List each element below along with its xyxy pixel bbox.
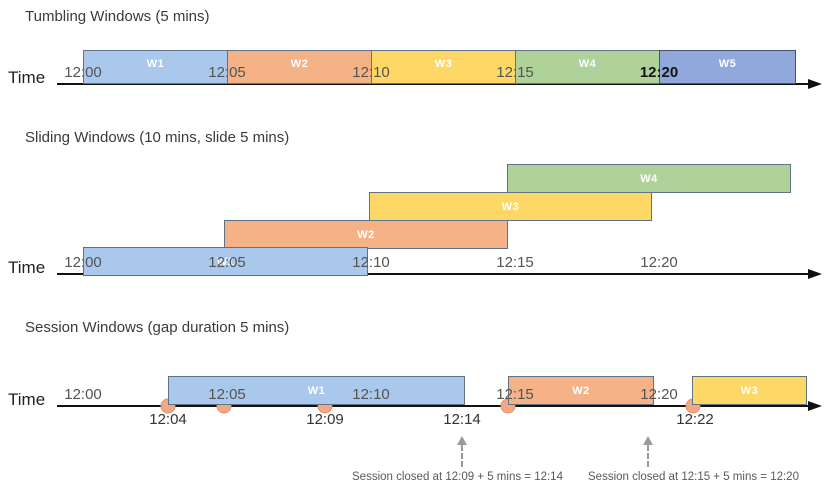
session-w1-label: W1 xyxy=(307,384,326,397)
session-close-annotation-1: Session closed at 12:09 + 5 mins = 12:14 xyxy=(352,471,563,483)
sliding-time-axis xyxy=(57,273,810,275)
session-close-arrow-1-icon xyxy=(457,436,467,467)
sliding-tick-1200: 12:00 xyxy=(64,254,102,271)
session-close-annotation-2: Session closed at 12:15 + 5 mins = 12:20 xyxy=(588,471,799,483)
tumbling-window-w3: W3 xyxy=(371,50,516,84)
sliding-window-w4: W4 xyxy=(507,164,791,193)
event-time-1204: 12:04 xyxy=(149,411,187,428)
sliding-w2-label: W2 xyxy=(357,228,375,241)
session-window-w3: W3 xyxy=(692,376,807,405)
sliding-window-w1: W1 xyxy=(83,247,368,276)
tumbling-w1-label: W1 xyxy=(146,58,165,70)
event-time-1209: 12:09 xyxy=(306,411,344,428)
tumbling-w2-label: W2 xyxy=(290,58,309,70)
session-window-w1: W1 xyxy=(168,376,465,405)
sliding-tick-1205: 12:05 xyxy=(208,254,246,271)
tumbling-axis-arrow-icon xyxy=(808,79,822,89)
tumbling-window-w1: W1 xyxy=(83,50,228,84)
sliding-tick-1220: 12:20 xyxy=(640,254,678,271)
session-close-arrow-2-icon xyxy=(643,436,653,467)
event-time-1214: 12:14 xyxy=(443,411,481,428)
tumbling-title: Tumbling Windows (5 mins) xyxy=(25,8,210,25)
session-axis-arrow-icon xyxy=(808,401,822,411)
tumbling-w5-label: W5 xyxy=(718,58,737,70)
sliding-title: Sliding Windows (10 mins, slide 5 mins) xyxy=(25,129,290,146)
sliding-time-label: Time xyxy=(8,258,46,277)
sliding-w3-label: W3 xyxy=(501,200,520,213)
tumbling-tick-1220: 12:20 xyxy=(639,64,679,81)
tumbling-time-axis xyxy=(57,83,810,85)
event-time-1222: 12:22 xyxy=(676,411,714,428)
sliding-window-w2: W2 xyxy=(224,220,508,249)
session-tick-1205: 12:05 xyxy=(208,386,246,403)
sliding-w4-label: W4 xyxy=(640,172,658,185)
session-window-w2: W2 xyxy=(508,376,654,405)
tumbling-time-label: Time xyxy=(8,68,46,87)
session-title: Session Windows (gap duration 5 mins) xyxy=(25,319,290,336)
tumbling-window-w5: W5 xyxy=(659,50,796,84)
tumbling-w4-label: W4 xyxy=(578,58,597,70)
session-w2-label: W2 xyxy=(572,384,590,397)
tumbling-tick-1200: 12:00 xyxy=(64,64,102,81)
session-tick-1215: 12:15 xyxy=(496,386,534,403)
session-tick-1210: 12:10 xyxy=(352,386,390,403)
tumbling-tick-1215: 12:15 xyxy=(496,64,534,81)
sliding-tick-1215: 12:15 xyxy=(496,254,534,271)
tumbling-tick-1210: 12:10 xyxy=(352,64,390,81)
tumbling-w3-label: W3 xyxy=(434,58,453,70)
session-time-label: Time xyxy=(8,390,46,409)
tumbling-tick-1205: 12:05 xyxy=(208,64,246,81)
sliding-axis-arrow-icon xyxy=(808,269,822,279)
session-tick-1220: 12:20 xyxy=(640,386,678,403)
session-tick-1200: 12:00 xyxy=(64,386,102,403)
sliding-w1-label: W1 xyxy=(216,255,235,268)
tumbling-window-w2: W2 xyxy=(227,50,372,84)
sliding-tick-1210: 12:10 xyxy=(352,254,390,271)
session-time-axis xyxy=(57,405,810,407)
sliding-window-w3: W3 xyxy=(369,192,652,221)
tumbling-window-w4: W4 xyxy=(515,50,660,84)
session-w3-label: W3 xyxy=(740,384,759,397)
